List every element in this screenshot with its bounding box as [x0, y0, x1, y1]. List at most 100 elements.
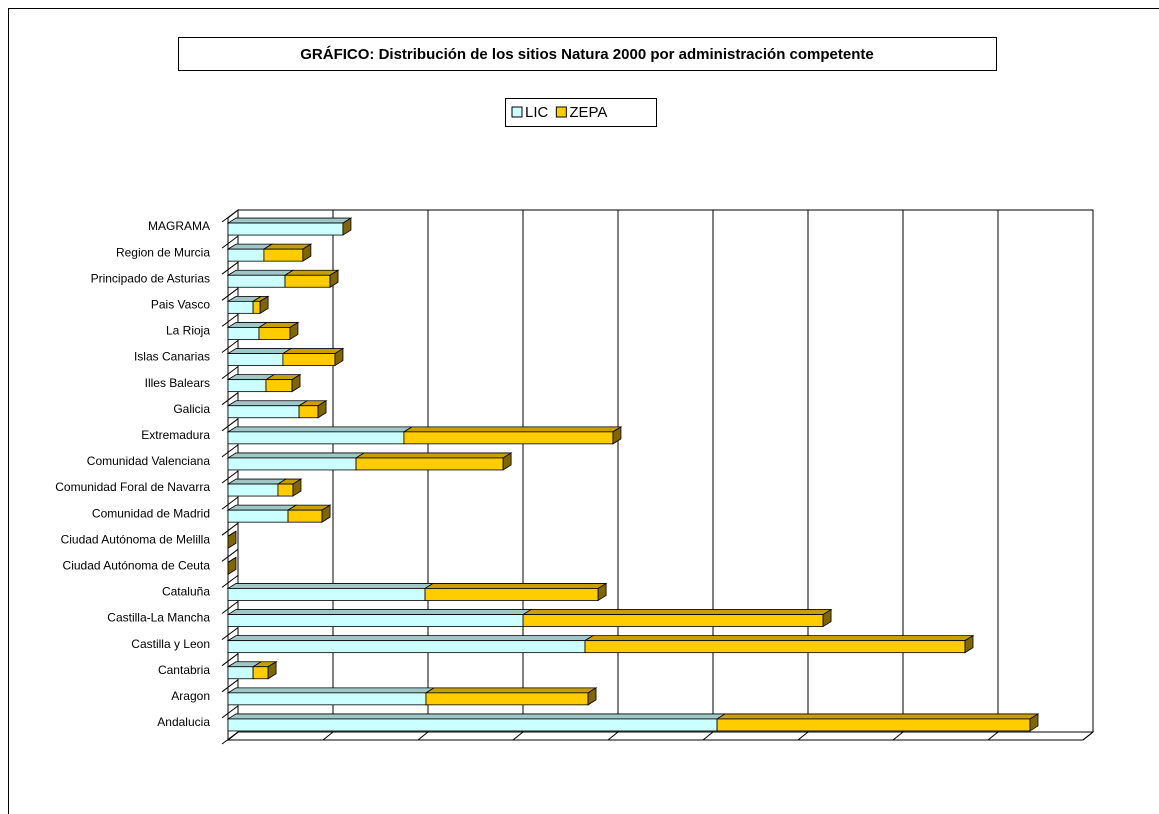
bar-top — [715, 713, 1040, 720]
y-tick-label: Illes Balears — [145, 376, 210, 390]
category-tick — [221, 548, 239, 562]
bar-end — [502, 452, 512, 471]
y-tick-label: Pais Vasco — [151, 298, 210, 312]
bar — [277, 483, 294, 497]
bar-end — [597, 582, 607, 602]
title-box — [178, 37, 997, 71]
y-tick-label: La Rioja — [166, 324, 210, 338]
bar-end — [329, 269, 339, 288]
bar-end — [267, 661, 277, 680]
category-tick — [221, 261, 239, 275]
bar — [227, 379, 267, 393]
bar-end — [227, 556, 237, 576]
grid-line — [322, 210, 334, 741]
legend-label: LIC — [525, 104, 549, 121]
bar-end — [334, 347, 344, 367]
bar-top — [226, 400, 309, 407]
grid-line — [987, 210, 999, 741]
bar-end — [227, 530, 237, 549]
bar — [227, 614, 524, 627]
bar-top — [226, 426, 414, 433]
category-tick — [221, 575, 239, 588]
legend-label: ZEPA — [569, 104, 607, 121]
bar-end — [822, 608, 832, 628]
y-tick-label: Aragon — [171, 689, 210, 703]
bar-top — [402, 426, 623, 433]
bar — [298, 405, 319, 419]
bar — [425, 692, 589, 706]
bar — [282, 353, 336, 366]
bar-end — [302, 243, 312, 262]
back-wall — [237, 209, 1094, 733]
y-tick-label: MAGRAMA — [148, 219, 210, 233]
bar-top — [226, 635, 595, 642]
legend: LIC ZEPA — [511, 104, 607, 121]
category-tick — [221, 496, 239, 510]
bar — [716, 718, 1031, 732]
bar-end — [342, 217, 352, 236]
category-tick — [221, 287, 239, 301]
bar-top — [423, 583, 608, 589]
bar — [227, 692, 427, 706]
category-tick — [221, 601, 239, 614]
category-tick — [221, 522, 239, 536]
y-tick-label: Extremadura — [141, 428, 210, 442]
grid-line — [607, 210, 619, 741]
y-tick-label: Castilla y Leon — [131, 637, 210, 651]
category-tick — [221, 705, 239, 719]
bar — [227, 222, 344, 236]
bar-top — [226, 687, 436, 694]
bar — [227, 405, 300, 419]
grid-line — [797, 210, 809, 741]
y-tick-label: Principado de Asturias — [91, 271, 210, 285]
bar — [227, 509, 289, 523]
bar-end — [587, 687, 597, 706]
legend-swatch — [555, 106, 567, 118]
bar-top — [226, 269, 295, 276]
bar — [227, 274, 286, 288]
y-tick-label: Cataluña — [162, 585, 210, 599]
grid-line — [892, 210, 904, 741]
floor — [226, 731, 1095, 741]
bar — [287, 509, 323, 523]
bar — [403, 431, 614, 445]
bar-end — [317, 400, 327, 419]
category-tick — [221, 444, 239, 458]
legend-box — [505, 98, 657, 127]
bar-end — [321, 504, 331, 523]
bar-top — [226, 609, 533, 615]
category-tick — [221, 679, 239, 693]
bar-end — [612, 426, 622, 445]
bar — [263, 248, 304, 262]
bar — [284, 274, 331, 288]
chart-title: GRÁFICO: Distribución de los sitios Natu… — [300, 46, 873, 63]
bar — [252, 666, 269, 680]
bar-top — [424, 687, 598, 694]
category-tick — [221, 209, 239, 223]
bar-top — [226, 348, 293, 354]
y-tick-label: Cantabria — [158, 663, 210, 677]
category-tick — [221, 653, 239, 667]
bar-top — [583, 635, 975, 642]
bar-end — [259, 295, 269, 315]
grid-line — [1082, 210, 1094, 741]
chart-frame — [8, 8, 1159, 814]
bar-end — [1029, 713, 1039, 732]
bar — [227, 718, 718, 732]
bar-top — [354, 452, 513, 459]
y-tick-label: Region de Murcia — [116, 245, 210, 259]
category-tick — [221, 235, 239, 249]
y-tick-label: Ciudad Autónoma de Ceuta — [63, 559, 211, 573]
bar — [265, 379, 293, 393]
y-tick-label: Comunidad Foral de Navarra — [55, 480, 210, 494]
bar-end — [291, 373, 301, 393]
category-tick — [221, 313, 239, 327]
bar — [252, 300, 261, 314]
y-tick-label: Andalucia — [157, 715, 210, 729]
grid-line — [512, 210, 524, 741]
bar-top — [283, 269, 340, 276]
bar — [227, 248, 265, 262]
y-tick-label: Islas Canarias — [134, 350, 210, 364]
bar — [227, 483, 279, 497]
